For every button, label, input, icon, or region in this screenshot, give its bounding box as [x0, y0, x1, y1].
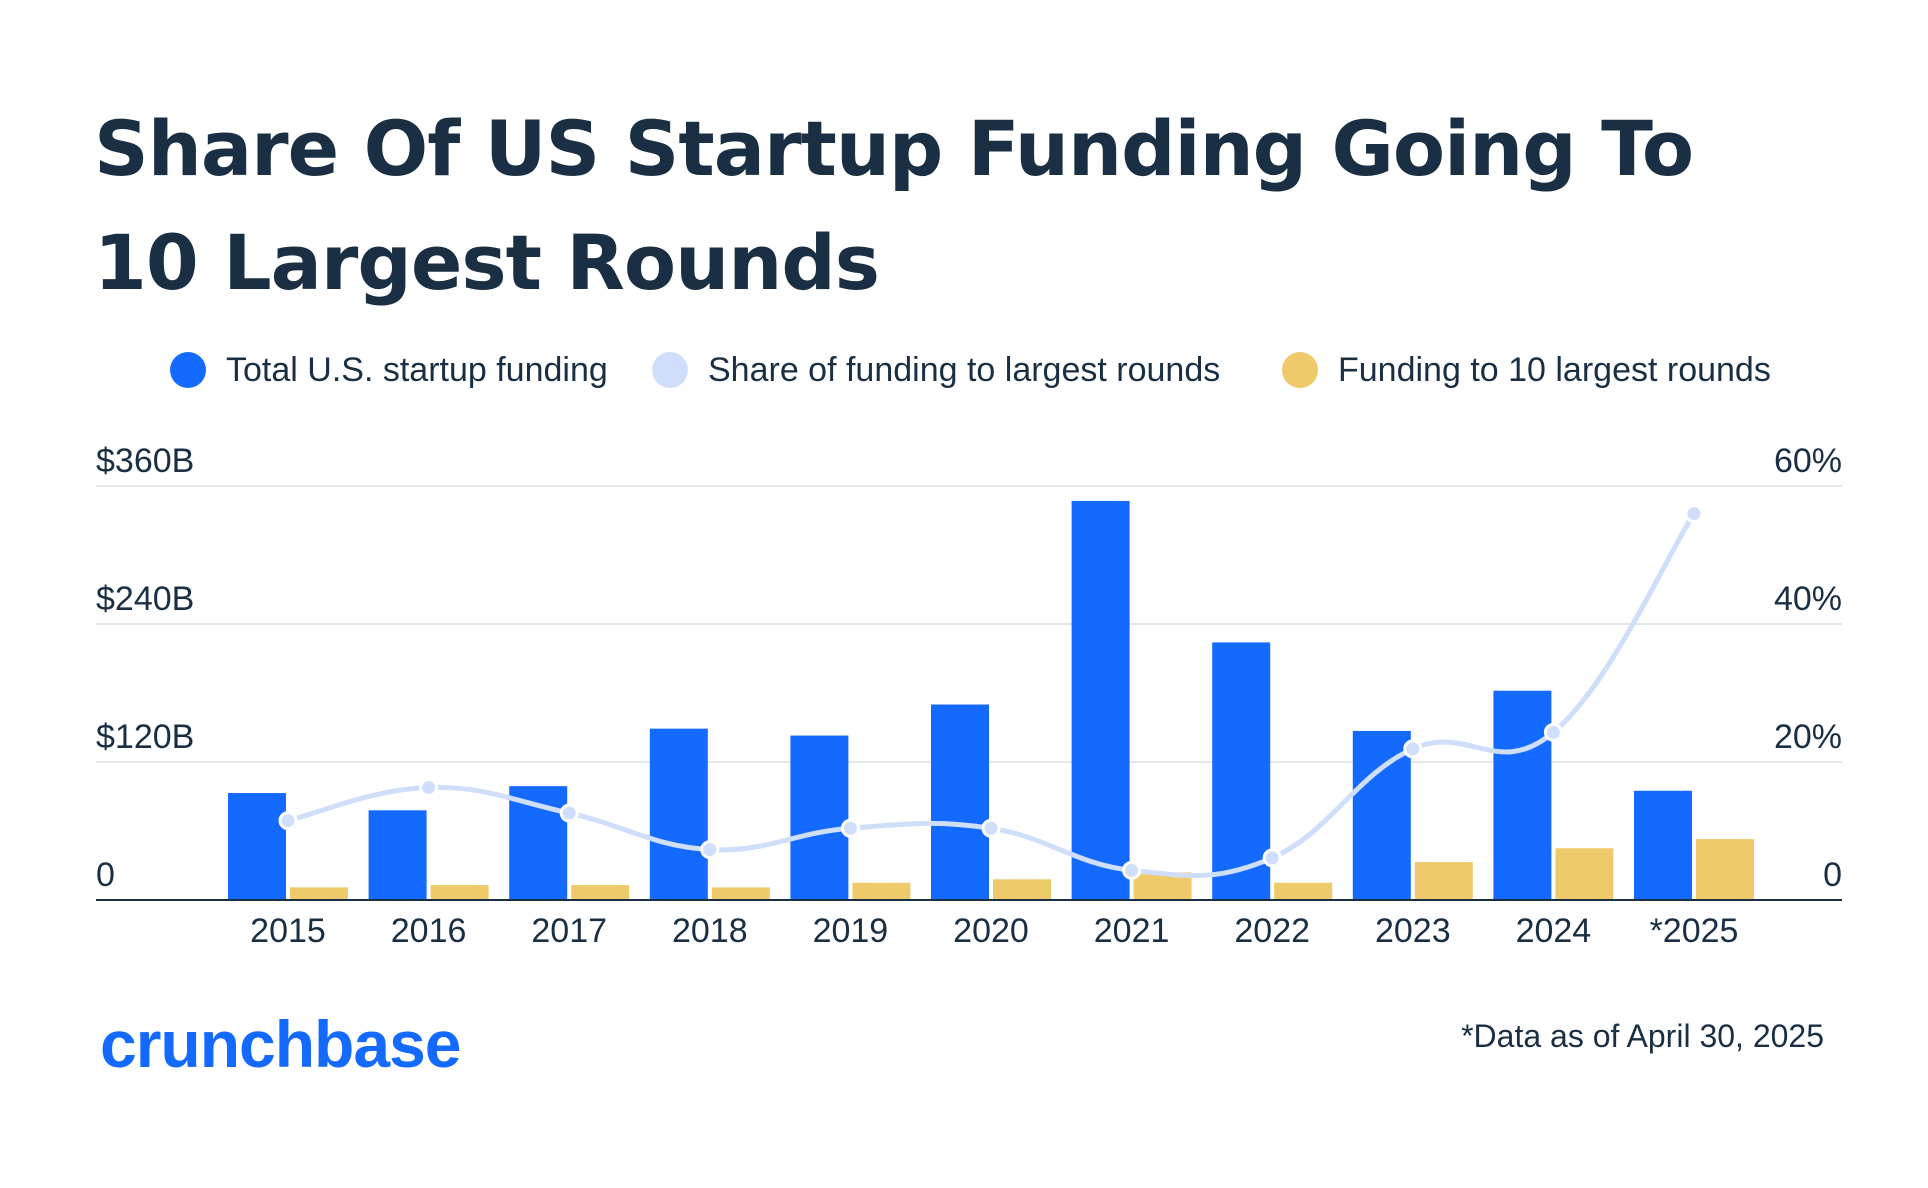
bar-largest-rounds [711, 887, 770, 900]
legend-item-share: Share of funding to largest rounds [652, 346, 1220, 394]
x-axis-tick-label: 2022 [1234, 912, 1310, 950]
crunchbase-logo: crunchbase [100, 1007, 461, 1081]
legend-item-total-funding: Total U.S. startup funding [170, 346, 608, 394]
x-axis-tick-label: 2018 [672, 912, 748, 950]
share-point [278, 811, 298, 831]
bar-total-funding [1352, 730, 1411, 900]
share-point [700, 840, 720, 860]
right-axis-tick-label: 40% [1774, 580, 1842, 618]
footnote: *Data as of April 30, 2025 [1461, 1018, 1824, 1054]
bar-largest-rounds [1555, 848, 1614, 900]
x-axis-tick-label: 2021 [1094, 912, 1170, 950]
x-axis-tick-label: 2020 [953, 912, 1029, 950]
bar-total-funding [931, 704, 989, 900]
x-axis-tick-label: *2025 [1650, 912, 1739, 950]
bar-largest-rounds [571, 885, 630, 900]
bar-largest-rounds [430, 885, 489, 900]
bar-total-funding [228, 793, 286, 900]
bar-total-funding [1493, 690, 1552, 900]
share-point [1262, 848, 1282, 868]
share-point [840, 818, 860, 838]
right-axis-tick-label: 20% [1774, 718, 1842, 756]
share-point [1543, 722, 1563, 742]
share-point [981, 818, 1001, 838]
bar-largest-rounds [1696, 839, 1754, 900]
left-axis-tick-label: $120B [96, 718, 194, 756]
legend-swatch-share [652, 352, 688, 388]
x-axis-tick-label: 2016 [391, 912, 467, 950]
legend-label-share: Share of funding to largest rounds [708, 350, 1221, 389]
legend-swatch-largest-rounds [1282, 352, 1318, 388]
bar-largest-rounds [993, 879, 1051, 900]
x-axis-tick-label: 2017 [531, 912, 607, 950]
bar-largest-rounds [852, 882, 911, 900]
legend-swatch-total-funding [170, 352, 206, 388]
chart-title-line2: 10 Largest Rounds [94, 218, 880, 307]
legend-label-largest-rounds: Funding to 10 largest rounds [1338, 350, 1771, 389]
share-point [1684, 504, 1704, 524]
bar-total-funding [368, 810, 427, 900]
x-axis-tick-label: 2015 [250, 912, 326, 950]
bar-largest-rounds [1274, 882, 1333, 900]
bar-largest-rounds [1414, 862, 1473, 900]
bar-total-funding [649, 728, 708, 900]
share-line [285, 511, 1697, 879]
right-axis-tick-label: 60% [1774, 442, 1842, 480]
right-axis-tick-label: 0 [1823, 856, 1842, 894]
bar-total-funding [1634, 790, 1692, 900]
x-axis-tick-label: 2019 [813, 912, 889, 950]
chart-title: Share Of US Startup Funding Going To 10 … [94, 92, 1794, 320]
left-axis-tick-label: $240B [96, 580, 194, 618]
bar-total-funding [1071, 500, 1130, 900]
share-point [1403, 739, 1423, 759]
left-axis-tick-label: 0 [96, 856, 115, 894]
bar-total-funding [1212, 642, 1271, 900]
left-axis-tick-label: $360B [96, 442, 194, 480]
bar-largest-rounds [290, 887, 348, 900]
chart-title-line1: Share Of US Startup Funding Going To [94, 104, 1694, 193]
x-axis-tick-label: 2024 [1516, 912, 1592, 950]
share-point [419, 778, 439, 798]
legend-label-total-funding: Total U.S. startup funding [226, 350, 608, 389]
chart-legend: Total U.S. startup funding Share of fund… [0, 346, 1928, 394]
x-axis-tick-label: 2023 [1375, 912, 1451, 950]
share-point [1122, 860, 1142, 880]
bar-total-funding [790, 735, 849, 900]
share-point [559, 803, 579, 823]
legend-item-largest-rounds: Funding to 10 largest rounds [1282, 346, 1771, 394]
